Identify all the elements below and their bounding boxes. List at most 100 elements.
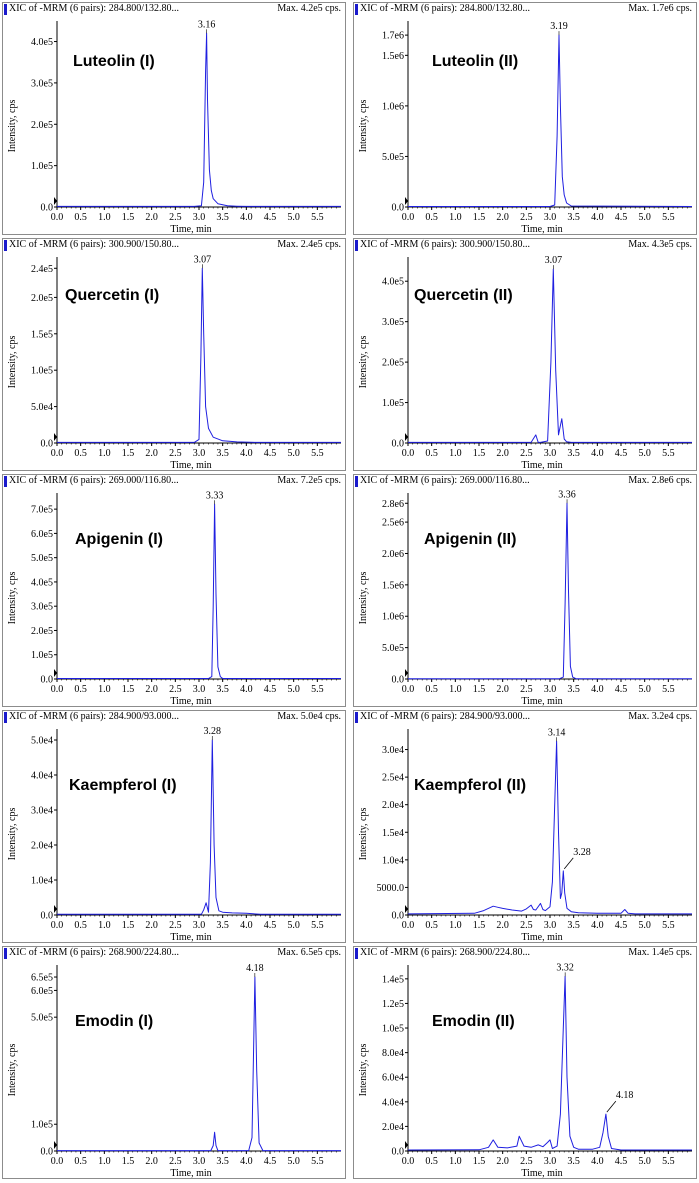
y-tick-label: 1.0e6 <box>382 612 404 623</box>
xic-header: XIC of -MRM (6 pairs): 284.800/132.80... <box>360 3 530 14</box>
chromatogram-trace <box>407 740 692 915</box>
peak-leader-line <box>563 857 574 870</box>
x-tick-label: 0.0 <box>51 920 64 931</box>
chromatogram-plot: 0.0 0.5 1.0 1.5 2.0 2.5 3.0 3.5 4.0 4.5 5.0 5.5 Time… <box>7 254 341 470</box>
x-tick-label: 4.5 <box>615 920 628 931</box>
compound-label: Kaempferol (II) <box>414 777 527 794</box>
y-tick-label: 2.0e4 <box>382 800 404 811</box>
max-intensity-header: Max. 1.7e6 cps. <box>628 3 692 14</box>
y-tick-label: 6.5e5 <box>31 973 53 984</box>
y-tick-label: 3.0e5 <box>31 602 53 613</box>
x-tick-label: 1.5 <box>122 684 135 695</box>
x-tick-label: 3.5 <box>567 920 580 931</box>
y-tick-label: 5.0e5 <box>382 152 404 163</box>
x-tick-label: 5.5 <box>311 448 324 459</box>
y-tick-label: 0.0 <box>392 1147 405 1158</box>
x-tick-label: 4.0 <box>591 212 604 223</box>
x-tick-label: 4.5 <box>615 1156 628 1167</box>
y-axis-label: Intensity, cps <box>7 808 18 861</box>
y-tick-label: 1.0e5 <box>31 1120 53 1131</box>
x-tick-label: 1.5 <box>473 920 486 931</box>
peak-label: 3.36 <box>558 489 576 500</box>
y-tick-label: 6.0e5 <box>31 529 53 540</box>
x-tick-label: 2.0 <box>145 1156 158 1167</box>
y-tick-label: 0.0 <box>41 1147 54 1158</box>
x-tick-label: 3.0 <box>193 920 206 931</box>
chromatogram-trace <box>57 976 341 1152</box>
x-tick-label: 1.0 <box>98 920 111 931</box>
x-tick-label: 0.5 <box>74 212 87 223</box>
x-tick-label: 4.5 <box>615 684 628 695</box>
y-tick-label: 4.0e5 <box>382 277 404 288</box>
y-tick-label: 3.0e5 <box>382 317 404 328</box>
x-tick-label: 1.0 <box>98 448 111 459</box>
x-tick-label: 0.0 <box>402 448 415 459</box>
xic-header: XIC of -MRM (6 pairs): 268.900/224.80... <box>360 947 530 958</box>
x-axis-label: Time, min <box>521 460 562 470</box>
y-tick-label: 1.0e5 <box>31 650 53 661</box>
x-tick-label: 5.5 <box>311 212 324 223</box>
x-axis-label: Time, min <box>170 460 211 470</box>
y-tick-label: 4.0e4 <box>31 771 53 782</box>
x-tick-label: 3.0 <box>544 920 557 931</box>
chromatogram-trace <box>57 739 341 915</box>
compound-label: Apigenin (I) <box>75 531 163 548</box>
x-tick-label: 2.5 <box>520 1156 533 1167</box>
x-tick-label: 5.0 <box>287 684 300 695</box>
x-axis-label: Time, min <box>521 932 562 942</box>
chromatogram-panel: XIC of -MRM (6 pairs): 268.900/224.80...… <box>2 946 346 1179</box>
y-tick-label: 5.0e5 <box>31 553 53 564</box>
x-tick-label: 3.0 <box>193 448 206 459</box>
x-tick-label: 0.5 <box>74 448 87 459</box>
chromatogram-trace <box>408 502 692 680</box>
y-tick-label: 0.0 <box>392 439 405 450</box>
y-tick-label: 0.0 <box>392 911 405 922</box>
x-tick-label: 4.0 <box>591 1156 604 1167</box>
peak-leader-line <box>606 1100 617 1113</box>
chromatogram-panel: XIC of -MRM (6 pairs): 300.900/150.80...… <box>353 238 697 471</box>
x-tick-label: 1.0 <box>98 1156 111 1167</box>
x-tick-label: 5.5 <box>662 920 675 931</box>
x-axis-label: Time, min <box>170 1168 211 1178</box>
compound-label: Quercetin (II) <box>414 287 513 304</box>
peak-label: 3.28 <box>573 847 591 858</box>
max-intensity-header: Max. 2.4e5 cps. <box>277 239 341 250</box>
x-tick-label: 3.5 <box>216 684 229 695</box>
peak-label: 3.32 <box>556 962 574 973</box>
y-tick-label: 1.7e6 <box>382 31 404 42</box>
y-tick-label: 0.0 <box>41 439 54 450</box>
x-tick-label: 2.5 <box>169 1156 182 1167</box>
y-tick-label: 1.5e6 <box>382 51 404 62</box>
chromatogram-plot: 0.0 0.5 1.0 1.5 2.0 2.5 3.0 3.5 4.0 4.5 5.0 5.5 Time… <box>7 726 341 942</box>
max-intensity-header: Max. 4.2e5 cps. <box>277 3 341 14</box>
y-tick-label: 0.0 <box>41 203 54 214</box>
y-tick-label: 1.0e6 <box>382 101 404 112</box>
y-axis-label: Intensity, cps <box>358 100 369 153</box>
chromatogram-panel: XIC of -MRM (6 pairs): 268.900/224.80...… <box>353 946 697 1179</box>
header-marker <box>4 476 7 487</box>
x-tick-label: 2.0 <box>496 448 509 459</box>
compound-label: Luteolin (I) <box>73 53 155 70</box>
max-intensity-header: Max. 7.2e5 cps. <box>277 475 341 486</box>
y-tick-label: 8.0e4 <box>382 1048 404 1059</box>
baseline-marker <box>54 669 57 677</box>
baseline-marker <box>405 1141 408 1149</box>
x-tick-label: 4.5 <box>264 1156 277 1167</box>
y-tick-label: 5.0e4 <box>31 736 53 747</box>
y-axis-label: Intensity, cps <box>358 1044 369 1097</box>
x-tick-label: 1.0 <box>98 684 111 695</box>
x-axis-label: Time, min <box>521 224 562 234</box>
header-marker <box>4 240 7 251</box>
x-tick-label: 2.5 <box>520 684 533 695</box>
x-tick-label: 1.5 <box>122 212 135 223</box>
header-marker <box>4 712 7 723</box>
y-tick-label: 5.0e5 <box>382 643 404 654</box>
x-tick-label: 4.0 <box>240 920 253 931</box>
y-tick-label: 2.5e4 <box>382 773 404 784</box>
y-tick-label: 5.0e4 <box>31 402 53 413</box>
x-tick-label: 1.5 <box>122 1156 135 1167</box>
x-tick-label: 2.5 <box>169 448 182 459</box>
x-tick-label: 1.5 <box>122 448 135 459</box>
x-tick-label: 2.5 <box>520 212 533 223</box>
y-tick-label: 1.0e4 <box>31 876 53 887</box>
